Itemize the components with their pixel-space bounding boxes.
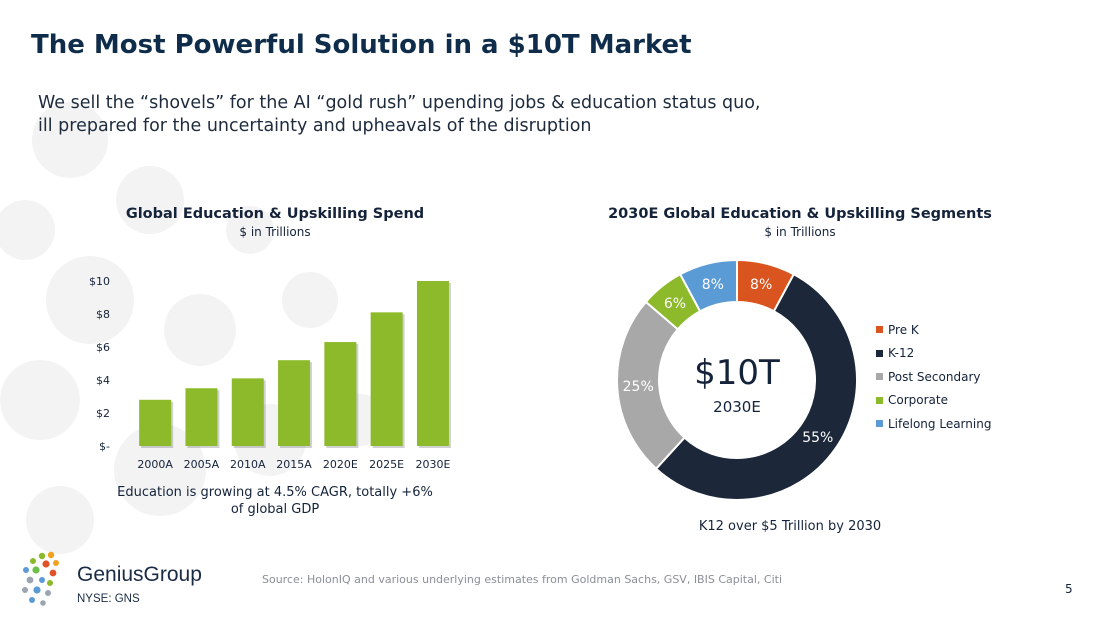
logo-ticker: NYSE: GNS (77, 593, 140, 605)
bar-caption-line-1: Education is growing at 4.5% CAGR, total… (117, 485, 433, 500)
legend-swatch (876, 396, 883, 404)
bar (139, 399, 172, 446)
donut-center-label: 2030E (713, 398, 761, 416)
x-tick-label: 2015A (276, 458, 312, 471)
donut-chart-unit: $ in Trillions (764, 225, 836, 239)
slice-label: 25% (623, 379, 654, 395)
y-tick-label: $10 (89, 275, 110, 288)
bar-caption-line-2: of global GDP (230, 502, 320, 517)
company-logo: GeniusGroup NYSE: GNS (20, 550, 240, 610)
bar-chart-unit: $ in Trillions (239, 225, 311, 239)
legend-item-k12: K-12 (876, 342, 991, 366)
legend-label: Pre K (888, 322, 919, 337)
slice-label: 55% (802, 430, 833, 446)
legend-label: Post Secondary (888, 369, 981, 384)
x-tick-label: 2025E (369, 458, 404, 471)
legend-item-pre-k: Pre K (876, 318, 991, 342)
logo-mark-icon (22, 551, 59, 606)
bar-chart-title: Global Education & Upskilling Spend (125, 206, 425, 222)
legend-label: K-12 (888, 346, 915, 361)
x-tick-label: 2020E (323, 458, 358, 471)
donut-center-value: $10T (694, 353, 780, 393)
y-tick-label: $6 (96, 341, 110, 354)
donut-slice (678, 258, 738, 313)
bar-chart: $- $2 $4 $6 $8 $10 2000A 2005A 2010A 2015A 2020E 20… (89, 275, 451, 471)
subtitle-line-1: We sell the “shovels” for the AI “gold r… (38, 93, 761, 113)
slide-title: The Most Powerful Solution in a $10T Mar… (31, 30, 692, 60)
slice-label: 8% (702, 277, 724, 293)
legend-item-post-secondary: Post Secondary (876, 365, 991, 389)
bar (324, 342, 357, 446)
legend-label: Lifelong Learning (888, 416, 992, 431)
logo-name: GeniusGroup (77, 563, 202, 586)
x-tick-label: 2000A (137, 458, 173, 471)
bar (231, 378, 264, 446)
source-note: Source: HolonIQ and various underlying e… (262, 573, 782, 586)
bar (278, 360, 311, 446)
donut-slice (654, 272, 858, 501)
bar-chart-caption: Education is growing at 4.5% CAGR, total… (90, 484, 460, 518)
legend-swatch (876, 373, 883, 381)
subtitle-line-2: ill prepared for the uncertainty and uph… (38, 116, 592, 136)
bar (370, 312, 403, 446)
donut-chart-title: 2030E Global Education & Upskilling Segm… (608, 206, 992, 222)
slice-label: 8% (750, 277, 772, 293)
bar (416, 281, 449, 446)
page-number: 5 (1065, 582, 1073, 596)
legend-swatch (876, 326, 883, 334)
y-tick-label: $4 (96, 374, 110, 387)
donut-legend: Pre K K-12 Post Secondary Corporate Life… (876, 318, 991, 436)
legend-label: Corporate (888, 393, 948, 408)
x-tick-label: 2010A (230, 458, 266, 471)
legend-item-lifelong-learning: Lifelong Learning (876, 412, 991, 436)
legend-swatch (876, 349, 883, 357)
slice-label: 6% (664, 296, 686, 312)
y-tick-label: $8 (96, 308, 110, 321)
y-tick-label: $2 (96, 407, 110, 420)
x-tick-label: 2005A (184, 458, 220, 471)
donut-hole (661, 304, 813, 456)
x-tick-label: 2030E (415, 458, 450, 471)
donut-chart: 8% 55% 25% 6% 8% $10T 2030E (616, 258, 858, 501)
y-tick-label: $- (99, 440, 110, 453)
bar (185, 388, 218, 446)
legend-item-corporate: Corporate (876, 389, 991, 413)
legend-swatch (876, 420, 883, 428)
donut-chart-caption: K12 over $5 Trillion by 2030 (698, 519, 882, 534)
slide-subtitle: We sell the “shovels” for the AI “gold r… (38, 92, 760, 138)
